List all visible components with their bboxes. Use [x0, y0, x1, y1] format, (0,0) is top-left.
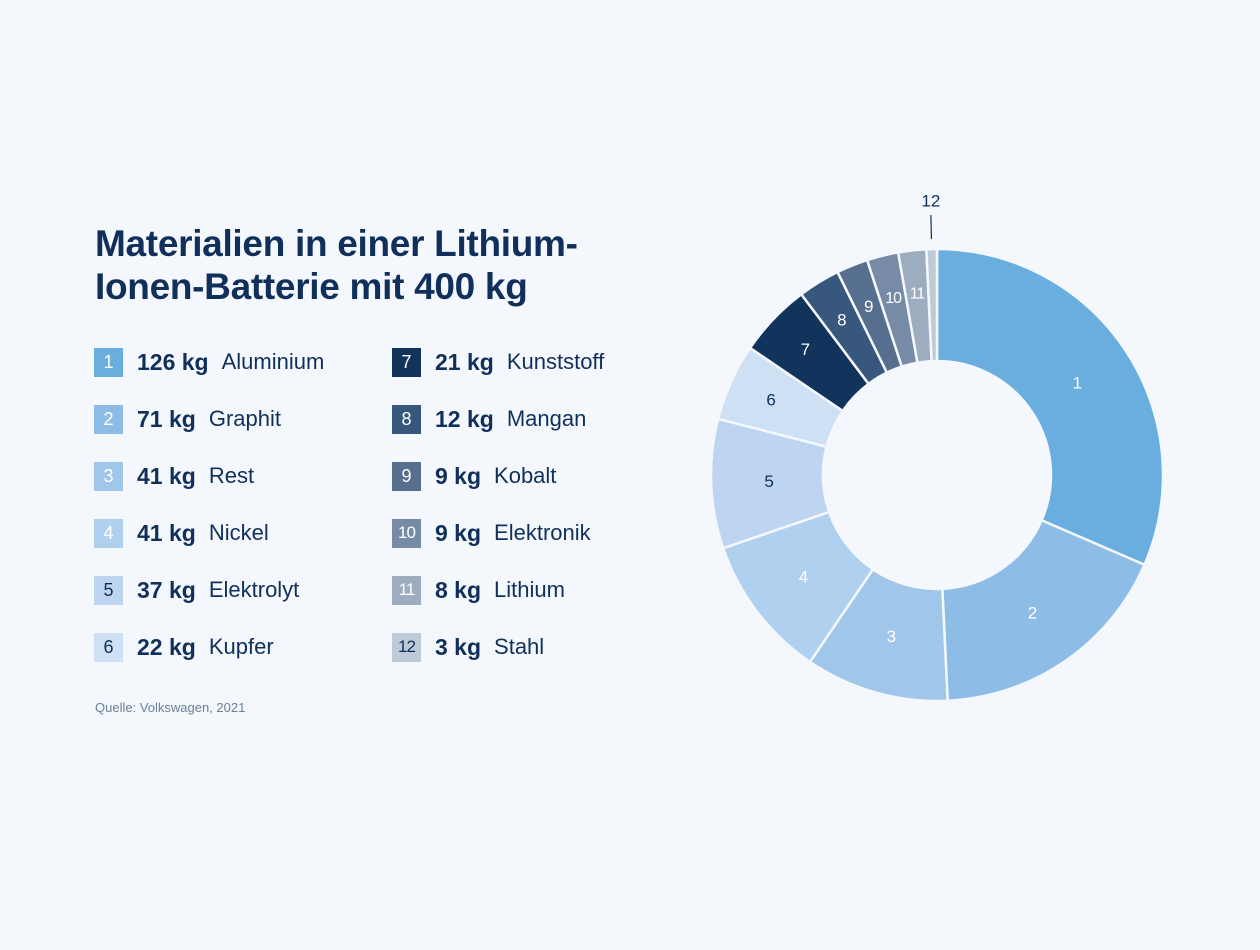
legend-badge-1: 1: [94, 347, 123, 377]
legend-item-11: 11 8 kg Lithium: [392, 574, 604, 606]
slice-label-7: 7: [801, 340, 810, 359]
legend-badge-3: 3: [94, 461, 123, 491]
legend-column-right: 7 21 kg Kunststoff 8 12 kg Mangan 9 9 kg Kobalt 1…: [392, 346, 604, 688]
legend-label-11: Lithium: [494, 577, 565, 602]
slice-label-1: 1: [1073, 373, 1082, 392]
chart-title: Materialien in einer Lithium- Ionen-Batt…: [95, 222, 695, 308]
legend-value-6: 22 kg: [137, 633, 196, 660]
slice-label-3: 3: [887, 627, 896, 646]
legend-value-3: 41 kg: [137, 462, 196, 489]
slice-label-2: 2: [1028, 604, 1037, 623]
chart-title-line-1: Materialien in einer Lithium-: [95, 223, 578, 264]
legend-label-8: Mangan: [506, 406, 587, 431]
slice-label-12: 12: [921, 192, 940, 211]
legend-badge-7: 7: [392, 347, 421, 377]
legend-value-5: 37 kg: [137, 576, 196, 603]
slice-12: [925, 247, 939, 363]
legend-value-11: 8 kg: [435, 576, 482, 603]
legend-label-9: Kobalt: [494, 463, 557, 488]
legend-badge-4: 4: [94, 518, 123, 548]
legend-label-5: Elektrolyt: [208, 577, 300, 602]
legend-item-3: 3 41 kg Rest: [94, 460, 324, 492]
legend-value-12: 3 kg: [435, 633, 482, 660]
legend-item-9: 9 9 kg Kobalt: [392, 460, 604, 492]
slice-label-10: 10: [885, 290, 902, 307]
slice-leader-12: [930, 215, 933, 240]
legend-badge-9: 9: [392, 461, 421, 491]
legend-label-1: Aluminium: [221, 349, 325, 374]
legend-label-10: Elektronik: [494, 520, 591, 545]
slice-2: [941, 519, 1146, 702]
slice-label-9: 9: [864, 297, 873, 316]
legend-badge-8: 8: [392, 404, 421, 434]
legend-label-12: Stahl: [494, 634, 545, 659]
legend-value-8: 12 kg: [435, 405, 494, 432]
legend-value-2: 71 kg: [137, 405, 196, 432]
legend-value-9: 9 kg: [435, 462, 482, 489]
legend-label-4: Nickel: [208, 520, 269, 545]
legend-item-12: 12 3 kg Stahl: [392, 631, 604, 663]
slice-label-8: 8: [837, 310, 846, 329]
slice-1: [935, 247, 1165, 567]
legend-label-3: Rest: [208, 463, 255, 488]
legend-badge-6: 6: [94, 632, 123, 662]
legend-badge-11: 11: [392, 575, 421, 605]
legend-value-7: 21 kg: [435, 348, 494, 375]
legend-column-left: 1 126 kg Aluminium 2 71 kg Graphit 3 41 kg Rest 4…: [94, 346, 324, 688]
legend-label-7: Kunststoff: [506, 349, 605, 374]
legend-item-2: 2 71 kg Graphit: [94, 403, 324, 435]
slice-label-6: 6: [766, 391, 775, 410]
legend-item-5: 5 37 kg Elektrolyt: [94, 574, 324, 606]
legend-value-1: 126 kg: [137, 348, 209, 375]
legend-value-10: 9 kg: [435, 519, 482, 546]
legend-value-4: 41 kg: [137, 519, 196, 546]
slice-label-4: 4: [799, 567, 808, 586]
chart-title-line-2: Ionen-Batterie mit 400 kg: [95, 266, 528, 307]
legend-label-6: Kupfer: [208, 634, 274, 659]
slice-label-11: 11: [910, 286, 926, 303]
legend-item-6: 6 22 kg Kupfer: [94, 631, 324, 663]
legend-badge-10: 10: [392, 518, 421, 548]
legend-item-1: 1 126 kg Aluminium: [94, 346, 324, 378]
legend-item-4: 4 41 kg Nickel: [94, 517, 324, 549]
legend-badge-12: 12: [392, 632, 421, 662]
legend-item-10: 10 9 kg Elektronik: [392, 517, 604, 549]
legend-badge-5: 5: [94, 575, 123, 605]
legend-label-2: Graphit: [208, 406, 281, 431]
legend-item-8: 8 12 kg Mangan: [392, 403, 604, 435]
source-note: Quelle: Volkswagen, 2021: [95, 700, 246, 715]
slice-label-5: 5: [764, 472, 773, 491]
legend-badge-2: 2: [94, 404, 123, 434]
legend-item-7: 7 21 kg Kunststoff: [392, 346, 604, 378]
